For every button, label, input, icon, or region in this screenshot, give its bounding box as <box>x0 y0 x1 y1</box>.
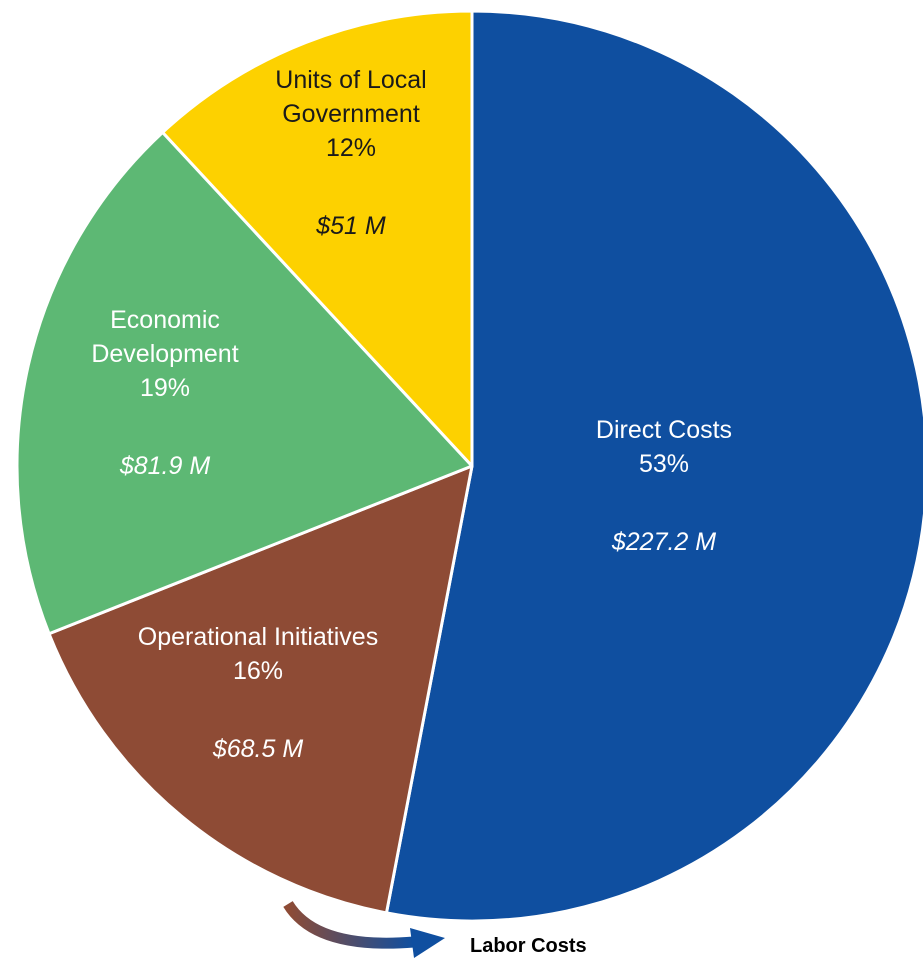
slice-label-direct-costs: Direct Costs 53% $227.2 M <box>596 416 732 556</box>
slice-direct-costs <box>384 9 923 923</box>
labor-costs-annotation: Labor Costs <box>283 900 587 958</box>
slice-label-units-of-local-government: Units of Local Government 12% $51 M <box>275 66 426 240</box>
slice-name-economic-development: Development <box>91 340 238 368</box>
pie-slices <box>15 9 923 923</box>
slice-percent-units-of-local-government: 12% <box>326 134 376 162</box>
slice-value-economic-development: $81.9 M <box>119 452 211 480</box>
pie-labels: Direct Costs 53% $227.2 M Operational Initi… <box>91 66 732 763</box>
slice-name-units-of-local-government: Units of Local <box>275 66 426 94</box>
slice-name-direct-costs: Direct Costs <box>596 416 732 444</box>
slice-economic-development <box>15 130 474 636</box>
labor-costs-arrowhead <box>410 928 445 958</box>
slice-label-economic-development: Economic Development 19% $81.9 M <box>91 306 238 480</box>
slice-label-operational-initiatives: Operational Initiatives 16% $68.5 M <box>138 623 378 763</box>
slice-percent-economic-development: 19% <box>140 374 190 402</box>
slice-value-direct-costs: $227.2 M <box>611 528 716 556</box>
labor-costs-label: Labor Costs <box>470 935 587 957</box>
slice-percent-direct-costs: 53% <box>639 450 689 478</box>
slice-units-of-local-government <box>161 9 474 468</box>
slice-name-operational-initiatives: Operational Initiatives <box>138 623 378 651</box>
slice-operational-initiatives <box>47 464 474 915</box>
slice-name-units-of-local-government: Government <box>282 100 420 128</box>
slice-name-economic-development: Economic <box>110 306 220 334</box>
labor-costs-arrow <box>283 900 415 949</box>
slice-percent-operational-initiatives: 16% <box>233 657 283 685</box>
slice-value-operational-initiatives: $68.5 M <box>212 735 304 763</box>
slice-value-units-of-local-government: $51 M <box>315 212 386 240</box>
